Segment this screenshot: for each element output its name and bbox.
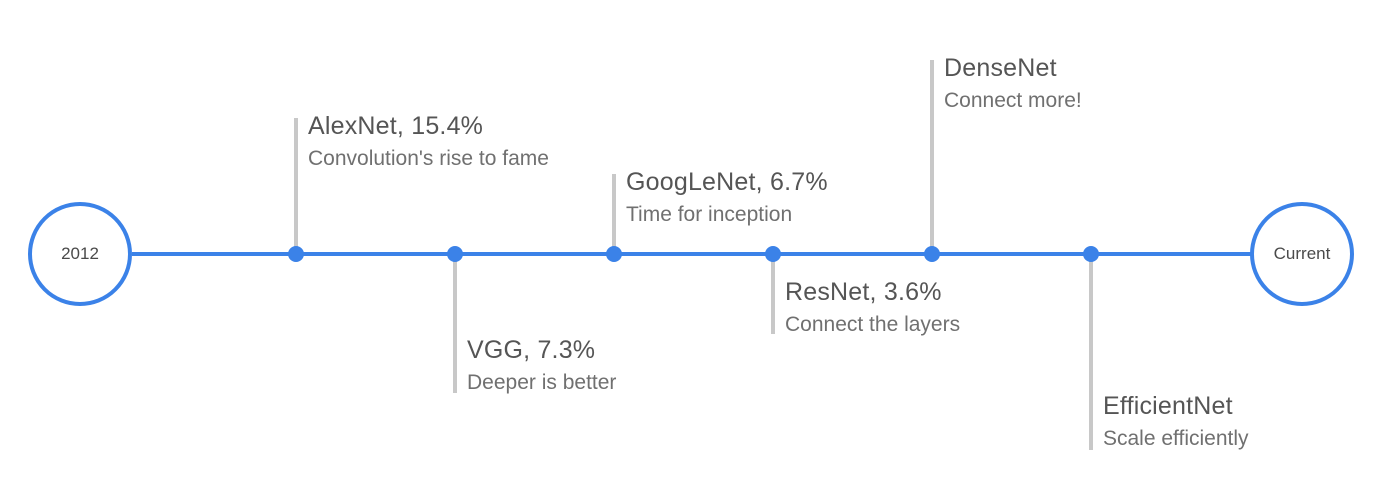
milestone-label: DenseNet Connect more! <box>944 54 1082 113</box>
end-node: Current <box>1250 202 1354 306</box>
milestone-dot <box>1083 246 1099 262</box>
milestone-dot <box>288 246 304 262</box>
milestone-name: DenseNet <box>944 54 1057 82</box>
milestone-label: ResNet, 3.6% Connect the layers <box>785 278 960 337</box>
milestone-label: EfficientNet Scale efficiently <box>1103 392 1249 451</box>
milestone-description: Convolution's rise to fame <box>308 147 549 170</box>
milestone-dot <box>447 246 463 262</box>
milestone-description: Scale efficiently <box>1103 427 1249 450</box>
milestone-name: EfficientNet <box>1103 392 1233 420</box>
milestone-name: GoogLeNet, 6.7% <box>626 168 828 196</box>
milestone-dot <box>924 246 940 262</box>
milestone-name: AlexNet, 15.4% <box>308 112 484 140</box>
end-label: Current <box>1273 244 1331 263</box>
milestone-name: ResNet, 3.6% <box>785 278 942 306</box>
milestone-description: Connect the layers <box>785 313 961 336</box>
milestone-name: VGG, 7.3% <box>467 336 596 364</box>
milestone-label: VGG, 7.3% Deeper is better <box>467 336 616 395</box>
milestone-description: Connect more! <box>944 89 1082 112</box>
milestone-description: Deeper is better <box>467 371 617 394</box>
start-label: 2012 <box>61 244 99 263</box>
milestone-description: Time for inception <box>626 203 793 226</box>
milestone-dot <box>765 246 781 262</box>
start-node: 2012 <box>28 202 132 306</box>
milestone-dot <box>606 246 622 262</box>
milestone-label: AlexNet, 15.4% Convolution's rise to fame <box>308 112 549 171</box>
milestone-label: GoogLeNet, 6.7% Time for inception <box>626 168 828 227</box>
